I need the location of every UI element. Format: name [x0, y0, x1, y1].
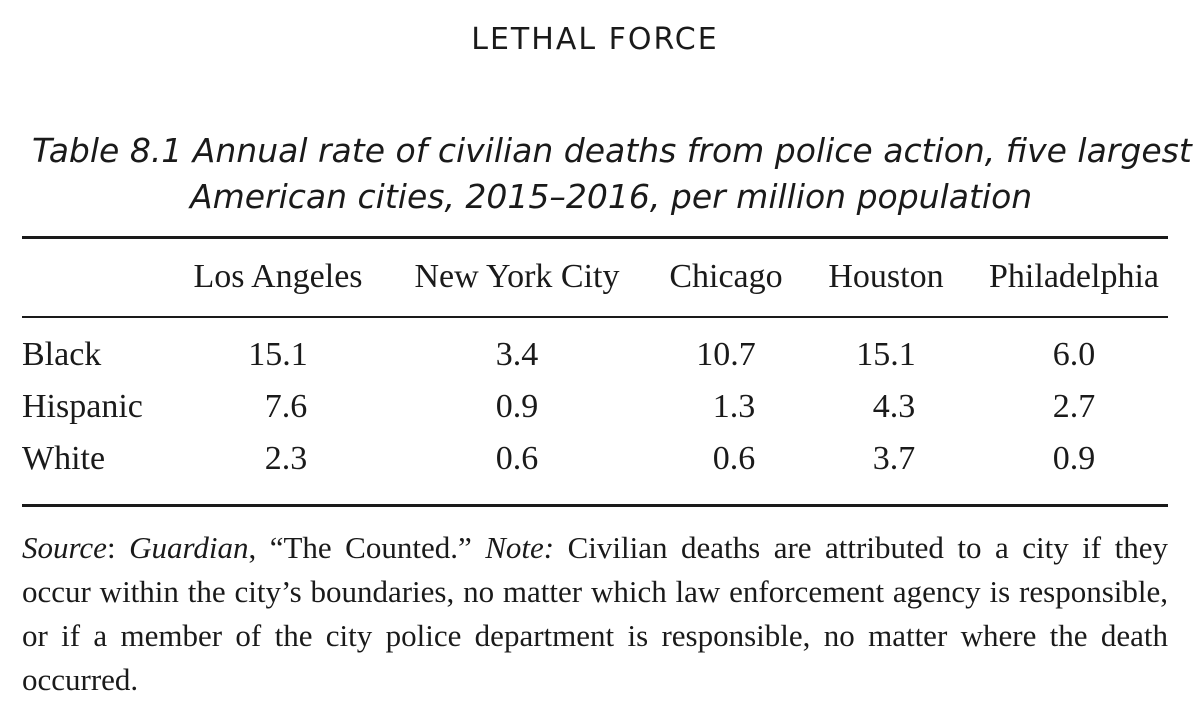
cell-white-chicago: 0.6 [712, 440, 756, 477]
source-title: , “The Counted.” [248, 530, 486, 565]
cell-hispanic-philadelphia: 2.7 [1052, 388, 1096, 425]
row-label-hispanic: Hispanic [22, 388, 143, 425]
note-text: Civilian deaths are attributed to a city… [22, 530, 1168, 697]
caption-line-2: American cities, 2015–2016, per million … [190, 177, 1033, 216]
cell-black-los-angeles: 15.1 [248, 336, 308, 373]
row-label-white: White [22, 440, 106, 477]
table-source-note: Source: Guardian, “The Counted.” Note: C… [22, 526, 1168, 702]
cell-hispanic-los-angeles: 7.6 [264, 388, 308, 425]
table-header-rule [22, 316, 1168, 318]
table-caption: Table 8.1 Annual rate of civilian deaths… [32, 128, 1192, 220]
column-header-chicago: Chicago [669, 258, 783, 295]
note-label: Note: [485, 530, 555, 565]
source-publication: Guardian [129, 530, 249, 565]
column-header-philadelphia: Philadelphia [989, 258, 1159, 295]
table-top-rule [22, 236, 1168, 239]
cell-black-chicago: 10.7 [696, 336, 756, 373]
column-header-houston: Houston [828, 258, 944, 295]
cell-white-houston: 3.7 [872, 440, 916, 477]
source-separator: : [106, 530, 130, 565]
cell-hispanic-houston: 4.3 [872, 388, 916, 425]
cell-white-philadelphia: 0.9 [1052, 440, 1096, 477]
cell-black-philadelphia: 6.0 [1052, 336, 1096, 373]
cell-black-new-york-city: 3.4 [495, 336, 539, 373]
cell-white-los-angeles: 2.3 [264, 440, 308, 477]
cell-white-new-york-city: 0.6 [495, 440, 539, 477]
column-header-new-york-city: New York City [414, 258, 620, 295]
cell-hispanic-new-york-city: 0.9 [495, 388, 539, 425]
row-label-black: Black [22, 336, 102, 373]
cell-black-houston: 15.1 [856, 336, 916, 373]
column-header-los-angeles: Los Angeles [193, 258, 363, 295]
source-label: Source [22, 530, 107, 565]
table-bottom-rule [22, 504, 1168, 507]
running-head: LETHAL FORCE [471, 22, 719, 57]
caption-line-1: Table 8.1 Annual rate of civilian deaths… [32, 131, 1192, 170]
cell-hispanic-chicago: 1.3 [712, 388, 756, 425]
